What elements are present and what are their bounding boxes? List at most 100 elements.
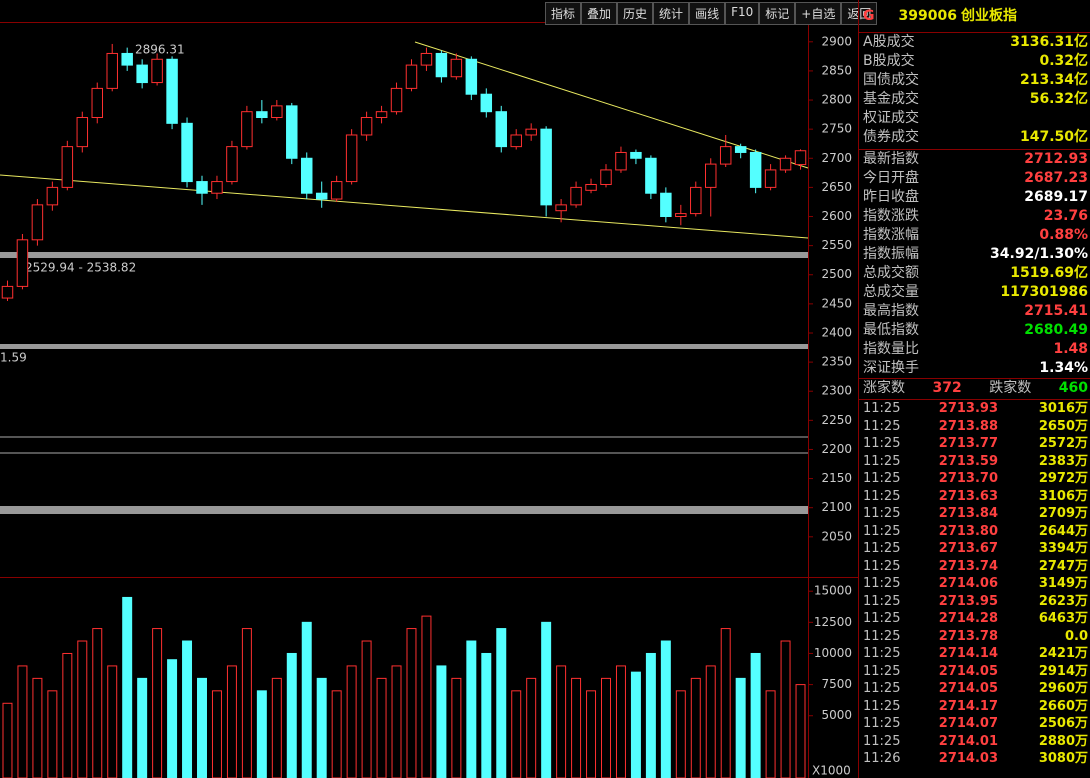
toolbar-button[interactable]: +自选	[795, 2, 842, 25]
tick-volume: 3394万	[1038, 541, 1088, 556]
volume-bar	[137, 677, 148, 778]
volume-bar	[122, 596, 133, 778]
quote-value: 2712.93	[1024, 151, 1088, 167]
volume-bar	[705, 665, 716, 778]
candle-body	[106, 52, 118, 89]
trend-line	[0, 174, 809, 239]
volume-bar	[720, 628, 731, 778]
tick-row: 11:25 2713.74 2747万	[859, 558, 1090, 576]
quote-value: 213.34亿	[1019, 72, 1088, 88]
y-tick-label: 2650	[821, 180, 852, 194]
quote-label: 国债成交	[863, 72, 919, 88]
quote-label: 总成交量	[863, 284, 919, 300]
volume-bar	[361, 640, 372, 778]
tick-volume: 2972万	[1038, 471, 1088, 486]
volume-bar	[750, 652, 761, 778]
candle-body	[241, 111, 253, 148]
quote-label: A股成交	[863, 34, 915, 50]
volume-bar	[286, 652, 297, 778]
tick-volume: 2506万	[1038, 716, 1088, 731]
quote-value: 3136.31亿	[1010, 34, 1088, 50]
tick-row: 11:25 2714.14 2421万	[859, 645, 1090, 663]
tick-price: 2713.74	[938, 558, 998, 574]
volume-bar	[795, 684, 806, 778]
volume-bar	[466, 640, 477, 778]
tick-price: 2714.28	[938, 611, 998, 626]
tick-row: 11:25 2714.06 3149万	[859, 575, 1090, 593]
y-tick-label: 2450	[821, 296, 852, 310]
quote-row: 总成交量 117301986	[859, 283, 1090, 302]
candle-body	[675, 213, 687, 218]
candle-body	[525, 128, 537, 136]
toolbar-button[interactable]: 历史	[617, 2, 654, 25]
y-tick-label: 5000	[821, 708, 852, 722]
tick-row: 11:25 2713.88 2650万	[859, 418, 1090, 436]
candle-body	[615, 151, 627, 171]
tick-volume: 2383万	[1038, 453, 1088, 469]
toolbar: 指标 叠加 历史 统计 画线 F10 标记 +自选 返回	[545, 2, 878, 25]
candle-body	[555, 204, 567, 212]
tick-row: 11:25 2713.63 3106万	[859, 488, 1090, 506]
tick-time: 11:25	[863, 418, 901, 434]
volume-bar	[645, 652, 656, 778]
candle-body	[121, 52, 133, 66]
y-tick-label: 2200	[821, 442, 852, 456]
y-tick-label: 2250	[821, 413, 852, 427]
volume-bar	[451, 677, 462, 778]
toolbar-button[interactable]: 指标	[545, 2, 582, 25]
tick-time: 11:25	[863, 698, 901, 714]
toolbar-button[interactable]: 标记	[759, 2, 796, 25]
y-tick-label: 2550	[821, 238, 852, 252]
candle-body	[465, 58, 478, 95]
symbol-name: 创业板指	[960, 8, 1017, 24]
quote-row: 最新指数 2712.93	[859, 149, 1090, 169]
volume-bar	[62, 652, 73, 778]
y-tick-label: 2500	[821, 267, 852, 281]
toolbar-button[interactable]: 画线	[689, 2, 726, 25]
candle-body	[16, 239, 29, 287]
tick-volume: 2660万	[1038, 698, 1088, 714]
candle-body	[779, 157, 792, 171]
tick-time: 11:25	[863, 401, 901, 416]
quote-label: 权证成交	[863, 110, 919, 126]
y-tick-label: 2400	[821, 325, 852, 339]
quote-label: 最新指数	[863, 151, 919, 167]
candle-body	[645, 157, 657, 194]
volume-bar	[182, 640, 193, 778]
tick-volume: 2914万	[1038, 663, 1088, 679]
annotation: 1.59	[0, 351, 27, 365]
quote-row: 指数量比 1.48	[859, 340, 1090, 359]
tick-row: 11:25 2713.93 3016万	[859, 400, 1090, 418]
tick-row: 11:25 2714.01 2880万	[859, 733, 1090, 751]
volume-bar	[271, 677, 282, 778]
tick-price: 2713.78	[938, 628, 998, 644]
candle-body	[510, 134, 522, 148]
y-tick-label: 2300	[821, 384, 852, 398]
volume-bar	[391, 665, 402, 778]
quote-row: 最低指数 2680.49	[859, 321, 1090, 340]
quote-label: 指数量比	[863, 341, 919, 357]
tick-volume: 3080万	[1038, 751, 1088, 766]
candle-body	[405, 64, 418, 89]
toolbar-button[interactable]: 统计	[653, 2, 690, 25]
candle-body	[375, 111, 388, 119]
volume-bar	[77, 640, 88, 778]
y-tick-label: 2750	[821, 122, 852, 136]
quote-label: 基金成交	[863, 91, 919, 107]
tick-row: 11:25 2713.95 2623万	[859, 593, 1090, 611]
quote-row: 国债成交 213.34亿	[859, 71, 1090, 90]
tick-row: 11:25 2713.80 2644万	[859, 523, 1090, 541]
quote-label: 今日开盘	[863, 170, 919, 186]
quote-label: 昨日收盘	[863, 189, 919, 205]
tick-price: 2714.01	[938, 733, 998, 749]
toolbar-button[interactable]: 返回	[841, 2, 878, 25]
quote-value: 2689.17	[1024, 189, 1088, 205]
tick-price: 2713.77	[938, 436, 998, 451]
toolbar-button[interactable]: 叠加	[581, 2, 618, 25]
volume-bar	[675, 690, 686, 778]
volume-bar	[556, 665, 567, 778]
tick-time: 11:25	[863, 611, 901, 626]
quote-row: 指数涨跌 23.76	[859, 207, 1090, 226]
tick-volume: 3149万	[1038, 576, 1088, 591]
toolbar-button[interactable]: F10	[725, 2, 760, 25]
